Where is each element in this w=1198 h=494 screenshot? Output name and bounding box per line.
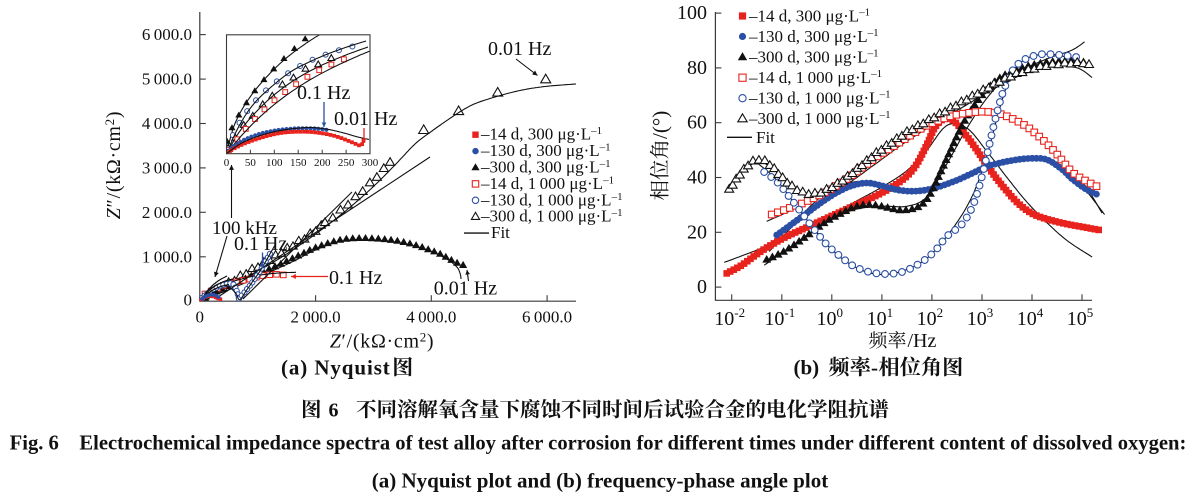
- svg-text:1 000.0: 1 000.0: [142, 247, 192, 266]
- svg-text:150: 150: [290, 157, 307, 169]
- svg-text:102: 102: [917, 305, 944, 330]
- svg-text:4 000.0: 4 000.0: [142, 114, 192, 133]
- svg-text:Fit: Fit: [756, 128, 775, 147]
- svg-text:100: 100: [677, 2, 707, 24]
- svg-text:–300 d, 300 μg·L–1: –300 d, 300 μg·L–1: [748, 48, 879, 67]
- svg-text:0: 0: [697, 276, 707, 298]
- svg-text:–14 d, 300 μg·L–1: –14 d, 300 μg·L–1: [748, 7, 870, 26]
- svg-text:0: 0: [184, 291, 193, 310]
- svg-text:Z′/(kΩ·cm2): Z′/(kΩ·cm2): [330, 330, 435, 353]
- svg-text:–130 d, 300 μg·L–1: –130 d, 300 μg·L–1: [748, 27, 879, 46]
- svg-text:(b): (b): [794, 356, 820, 380]
- svg-text:/Hz: /Hz: [908, 330, 937, 352]
- svg-text:–14 d, 1 000 μg·L–1: –14 d, 1 000 μg·L–1: [748, 68, 882, 87]
- svg-text:–130 d, 1 000 μg·L–1: –130 d, 1 000 μg·L–1: [748, 89, 891, 108]
- svg-text:/(°): /(°): [648, 111, 672, 139]
- svg-text:105: 105: [1067, 305, 1094, 330]
- svg-text:20: 20: [687, 221, 707, 243]
- svg-text:6 000.0: 6 000.0: [142, 25, 192, 44]
- svg-text:0: 0: [224, 157, 230, 169]
- svg-text:50: 50: [245, 157, 257, 169]
- svg-text:40: 40: [687, 167, 707, 189]
- svg-text:103: 103: [967, 305, 994, 330]
- svg-text:–300 d, 300 μg·L–1: –300 d, 300 μg·L–1: [480, 158, 611, 177]
- svg-text:–300 d, 1 000 μg·L–1: –300 d, 1 000 μg·L–1: [748, 109, 891, 128]
- svg-text:100: 100: [817, 305, 844, 330]
- svg-text:–130 d, 300 μg·L–1: –130 d, 300 μg·L–1: [480, 141, 611, 160]
- svg-text:100 kHz: 100 kHz: [212, 218, 277, 239]
- svg-text:60: 60: [687, 112, 707, 134]
- svg-text:Fit: Fit: [491, 223, 510, 242]
- svg-text:3 000.0: 3 000.0: [142, 158, 192, 177]
- svg-text:101: 101: [867, 305, 894, 330]
- svg-text:300: 300: [362, 157, 379, 169]
- svg-text:80: 80: [687, 57, 707, 79]
- svg-text:200: 200: [314, 157, 331, 169]
- svg-text:0.01 Hz: 0.01 Hz: [434, 278, 497, 300]
- svg-text:–130 d, 1 000 μg·L–1: –130 d, 1 000 μg·L–1: [480, 190, 623, 209]
- svg-text:Z″/(kΩ·cm2): Z″/(kΩ·cm2): [102, 111, 125, 220]
- svg-text:(a) Nyquist: (a) Nyquist: [281, 356, 391, 380]
- svg-text:4 000.0: 4 000.0: [406, 308, 456, 327]
- svg-text:10-2: 10-2: [714, 305, 745, 330]
- svg-text:0.01 Hz: 0.01 Hz: [488, 38, 551, 60]
- svg-text:0.1 Hz: 0.1 Hz: [297, 82, 350, 104]
- svg-text:–14 d, 1 000 μg·L–1: –14 d, 1 000 μg·L–1: [480, 174, 614, 193]
- svg-text:–300 d, 1 000 μg·L–1: –300 d, 1 000 μg·L–1: [480, 207, 623, 226]
- svg-text:Fig. 6 Electrochemical impeda: Fig. 6 Electrochemical impedance spectra…: [10, 433, 1187, 455]
- svg-text:250: 250: [338, 157, 355, 169]
- svg-text:0.1 Hz: 0.1 Hz: [234, 233, 287, 255]
- svg-text:2 000.0: 2 000.0: [291, 308, 341, 327]
- svg-text:100: 100: [266, 157, 283, 169]
- svg-text:2 000.0: 2 000.0: [142, 203, 192, 222]
- svg-text:5 000.0: 5 000.0: [142, 70, 192, 89]
- svg-text:0.1 Hz: 0.1 Hz: [329, 267, 382, 289]
- svg-text:104: 104: [1017, 305, 1044, 330]
- svg-text:10-1: 10-1: [764, 305, 795, 330]
- svg-text:6 000.0: 6 000.0: [522, 308, 572, 327]
- svg-text:-: -: [871, 356, 878, 380]
- svg-text:0.01 Hz: 0.01 Hz: [334, 108, 397, 130]
- svg-text:6: 6: [329, 400, 339, 422]
- svg-text:0: 0: [196, 308, 205, 327]
- svg-text:(a) Nyquist plot and (b) frequ: (a) Nyquist plot and (b) frequency-phase…: [372, 469, 828, 493]
- svg-text:–14 d, 300 μg·L–1: –14 d, 300 μg·L–1: [480, 125, 602, 144]
